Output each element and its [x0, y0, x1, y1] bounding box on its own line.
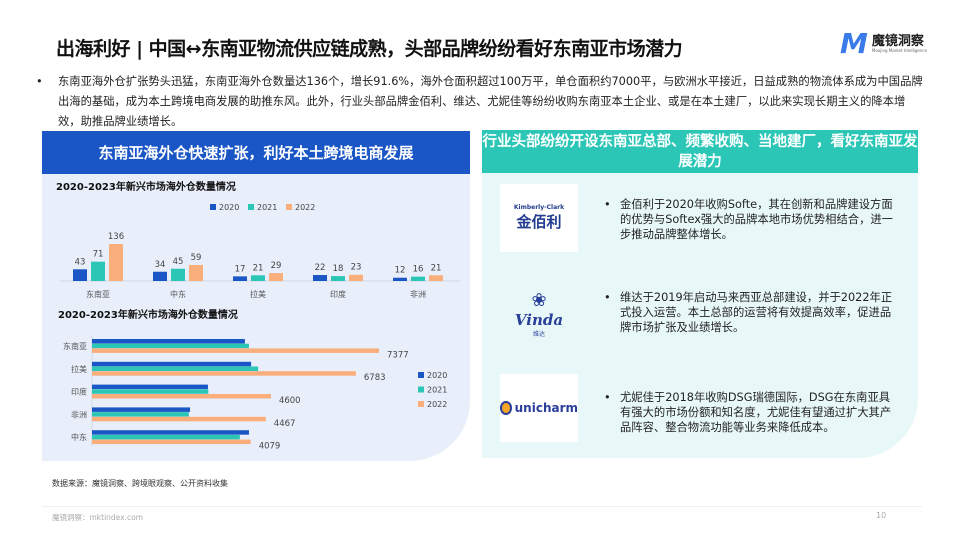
- chart2-bar: [92, 439, 251, 445]
- chart1-title: 2020-2023年新兴市场海外仓数量情况: [56, 182, 236, 193]
- chart2-legend-swatch: [418, 386, 424, 393]
- page-number: 10: [876, 511, 887, 520]
- chart2-legend-label: 2020: [427, 371, 447, 380]
- chart2-category-label: 非洲: [71, 409, 87, 419]
- chart2-data-label: 4079: [259, 442, 281, 452]
- chart1-data-label: 71: [93, 250, 104, 260]
- left-panel-header: 东南亚海外仓快速扩张，利好本土跨境电商发展: [42, 131, 470, 174]
- brand-logo: M 魔镜洞察 Moojing Market Intelligence: [840, 30, 927, 58]
- kimberly-clark-logo: Kimberly-Clark 金佰利: [500, 184, 578, 252]
- kimberly-clark-text: 金佰利于2020年收购Softe，其在创新和品牌建设方面的优势与Softex强大…: [604, 197, 894, 242]
- chart1-legend-swatch: [286, 204, 292, 210]
- chart1-bar: [251, 275, 265, 281]
- chart1-legend-swatch: [248, 204, 254, 210]
- chart2-data-label: 6783: [364, 373, 386, 383]
- left-panel: [42, 131, 470, 461]
- chart1-data-label: 45: [173, 257, 184, 267]
- chart2-bar: [92, 339, 245, 344]
- chart1-data-label: 136: [108, 232, 124, 242]
- chart1-bar: [269, 273, 283, 281]
- chart2-data-label: 4600: [279, 396, 301, 406]
- right-panel-header: 行业头部纷纷开设东南亚总部、频繁收购、当地建厂，看好东南亚发展潜力: [482, 130, 918, 173]
- chart1-data-label: 29: [271, 261, 282, 271]
- intro-bullet: 东南亚海外仓扩张势头迅猛，东南亚海外仓数量达136个，增长91.6%，海外仓面积…: [36, 72, 926, 132]
- chart1-bar: [233, 276, 247, 281]
- chart2-bar: [92, 412, 189, 417]
- chart1-bar: [349, 274, 363, 281]
- chart1-data-label: 21: [253, 263, 264, 273]
- chart1-legend-swatch: [210, 204, 216, 210]
- chart1-data-label: 23: [351, 263, 362, 273]
- chart1-data-label: 43: [75, 257, 86, 267]
- chart2-category-label: 中东: [71, 432, 87, 442]
- chart2-category-label: 拉美: [71, 364, 87, 374]
- chart2-bar: [92, 407, 191, 412]
- logo-text: 魔镜洞察: [871, 34, 924, 49]
- chart2-bar: [92, 434, 240, 440]
- chart1-data-label: 18: [333, 264, 344, 274]
- chart2-bar: [92, 348, 379, 353]
- chart2-data-label: 7377: [387, 350, 409, 360]
- chart1-bar: [313, 275, 327, 281]
- chart1-bar: [331, 276, 345, 281]
- vinda-logo: ❀ Vinda 维达: [514, 290, 564, 338]
- chart1-bar: [153, 271, 167, 281]
- vinda-text: 维达于2019年启动马来西亚总部建设，并于2022年正式投入运营。本土总部的运营…: [604, 290, 894, 335]
- footer-site: 魔镜洞察：mktindex.com: [52, 513, 144, 522]
- chart1-legend-label: 2022: [295, 203, 315, 212]
- page-title: 出海利好 | 中国↔东南亚物流供应链成熟，头部品牌纷纷看好东南亚市场潜力: [56, 38, 683, 60]
- chart2-bar: [92, 394, 271, 399]
- chart1-bar: [393, 277, 407, 281]
- chart1-bar: [171, 268, 185, 281]
- chart2-bar: [92, 366, 259, 371]
- unicharm-logo: unicharm: [500, 374, 578, 442]
- chart1-data-label: 17: [235, 264, 246, 274]
- chart2-legend-swatch: [418, 372, 424, 378]
- chart1-data-label: 12: [395, 266, 406, 276]
- chart1-data-label: 59: [191, 253, 202, 263]
- chart1-category-label: 印度: [330, 289, 346, 299]
- unicharm-text: 尤妮佳于2018年收购DSG瑞德国际，DSG在东南亚具有强大的市场份额和知名度，…: [604, 390, 894, 435]
- chart2-title: 2020-2023年新兴市场海外仓数量情况: [58, 310, 238, 321]
- data-source: 数据来源：魔镜洞察、跨境眼观察、公开资料收集: [52, 479, 228, 488]
- chart2-category-label: 东南亚: [63, 341, 87, 351]
- chart1-data-label: 22: [315, 263, 326, 273]
- chart2-legend-label: 2022: [427, 400, 447, 409]
- chart1-category-label: 中东: [170, 289, 186, 299]
- chart1-legend-label: 2021: [257, 203, 277, 212]
- chart2-bar: [92, 416, 266, 422]
- chart2-legend-swatch: [418, 401, 424, 407]
- footer-divider: [42, 506, 922, 507]
- chart1-category-label: 非洲: [410, 289, 426, 299]
- chart2-legend-label: 2021: [427, 386, 447, 395]
- chart2-bar: [92, 384, 208, 390]
- chart1-bar: [73, 269, 87, 281]
- chart1-data-label: 16: [413, 265, 424, 275]
- chart1-bar: [411, 276, 425, 281]
- logo-subtext: Moojing Market Intelligence: [871, 48, 928, 53]
- chart1-category-label: 东南亚: [86, 289, 110, 299]
- logo-m-icon: M: [840, 27, 868, 60]
- chart2-bar: [92, 389, 209, 394]
- chart2-bar: [92, 430, 249, 435]
- chart1-bar: [91, 261, 105, 281]
- chart2-bar: [92, 371, 356, 376]
- chart2-category-label: 印度: [71, 387, 87, 397]
- chart1-bar: [109, 244, 123, 281]
- chart2-bar: [92, 343, 249, 349]
- chart1-bar: [189, 264, 203, 281]
- chart1-data-label: 34: [155, 260, 166, 270]
- chart1-bar: [429, 275, 443, 281]
- chart2-data-label: 4467: [274, 419, 296, 429]
- chart1-legend-label: 2020: [219, 203, 239, 212]
- chart1-category-label: 拉美: [250, 289, 266, 299]
- chart2-bar: [92, 361, 252, 367]
- chart1-data-label: 21: [431, 263, 442, 273]
